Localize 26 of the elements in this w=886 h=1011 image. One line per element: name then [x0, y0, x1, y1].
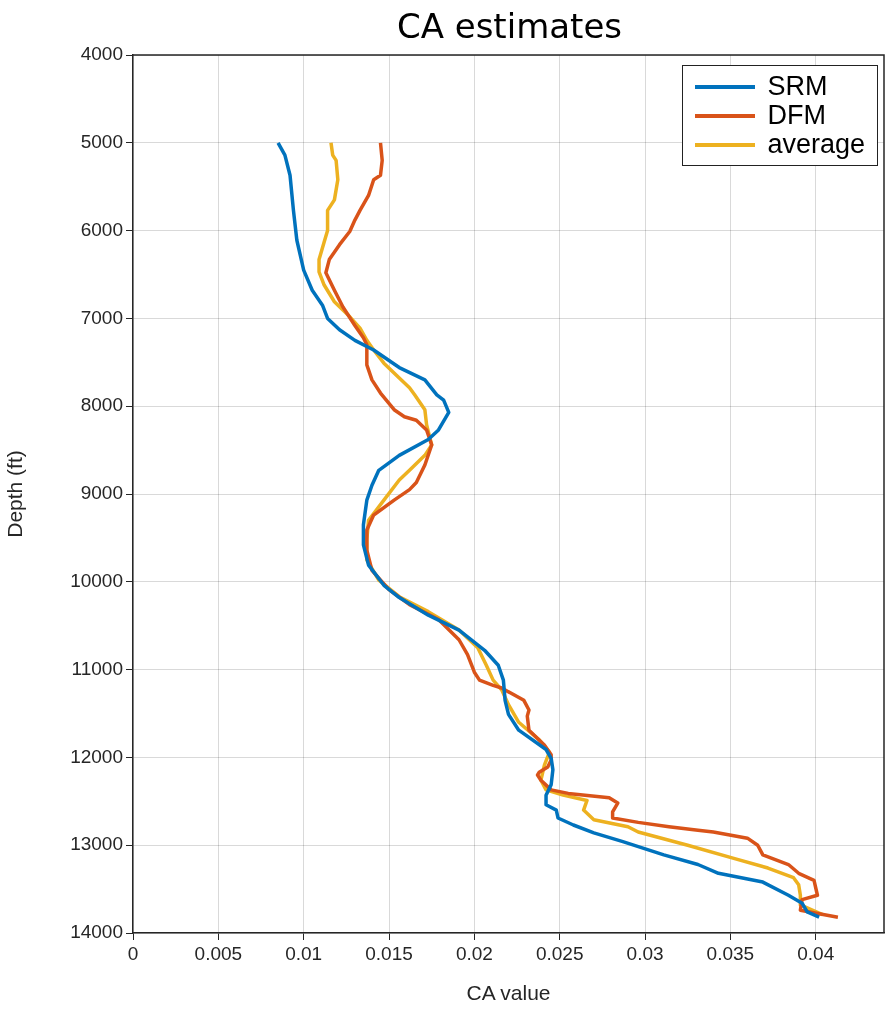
- y-axis-title: Depth (ft): [3, 450, 27, 538]
- chart-title: CA estimates: [395, 6, 624, 46]
- y-tick-label: 12000: [70, 745, 123, 767]
- y-tick-label: 5000: [80, 131, 123, 153]
- x-axis-title: CA value: [466, 981, 551, 1005]
- y-tick-label: 14000: [70, 921, 123, 943]
- x-tick-label: 0.02: [455, 942, 493, 964]
- y-tick-label: 7000: [80, 306, 123, 328]
- x-tick-label: 0.035: [706, 942, 755, 964]
- x-tick-label: 0.005: [194, 942, 243, 964]
- y-tick-label: 10000: [70, 570, 123, 592]
- legend-label: average: [767, 129, 865, 159]
- x-tick-label: 0.015: [365, 942, 413, 964]
- y-tick-label: 8000: [80, 394, 123, 416]
- x-tick-label: 0.04: [797, 942, 835, 964]
- x-tick-label: 0.01: [285, 942, 323, 964]
- y-tick-label: 9000: [80, 482, 123, 504]
- x-tick-label: 0.025: [535, 942, 584, 964]
- x-tick-label: 0.03: [626, 942, 664, 964]
- legend-label: SRM: [767, 71, 828, 101]
- x-tick-label: 0: [127, 942, 139, 964]
- legend-label: DFM: [767, 100, 826, 130]
- y-tick-label: 6000: [80, 218, 123, 240]
- y-tick-label: 13000: [70, 833, 123, 855]
- y-tick-label: 11000: [71, 657, 123, 679]
- y-tick-label: 4000: [80, 43, 123, 65]
